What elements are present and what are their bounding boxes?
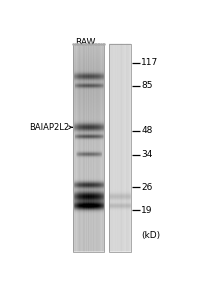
Text: 48: 48 [141, 126, 153, 135]
Text: BAIAP2L2: BAIAP2L2 [29, 123, 69, 132]
Text: 19: 19 [141, 206, 153, 215]
Text: 117: 117 [141, 58, 159, 67]
Text: RAW: RAW [76, 38, 96, 47]
Text: (kD): (kD) [141, 231, 160, 240]
Bar [109, 44, 131, 252]
Text: 85: 85 [141, 81, 153, 90]
Text: 26: 26 [141, 183, 153, 192]
Text: 34: 34 [141, 151, 153, 160]
Bar [73, 44, 104, 252]
